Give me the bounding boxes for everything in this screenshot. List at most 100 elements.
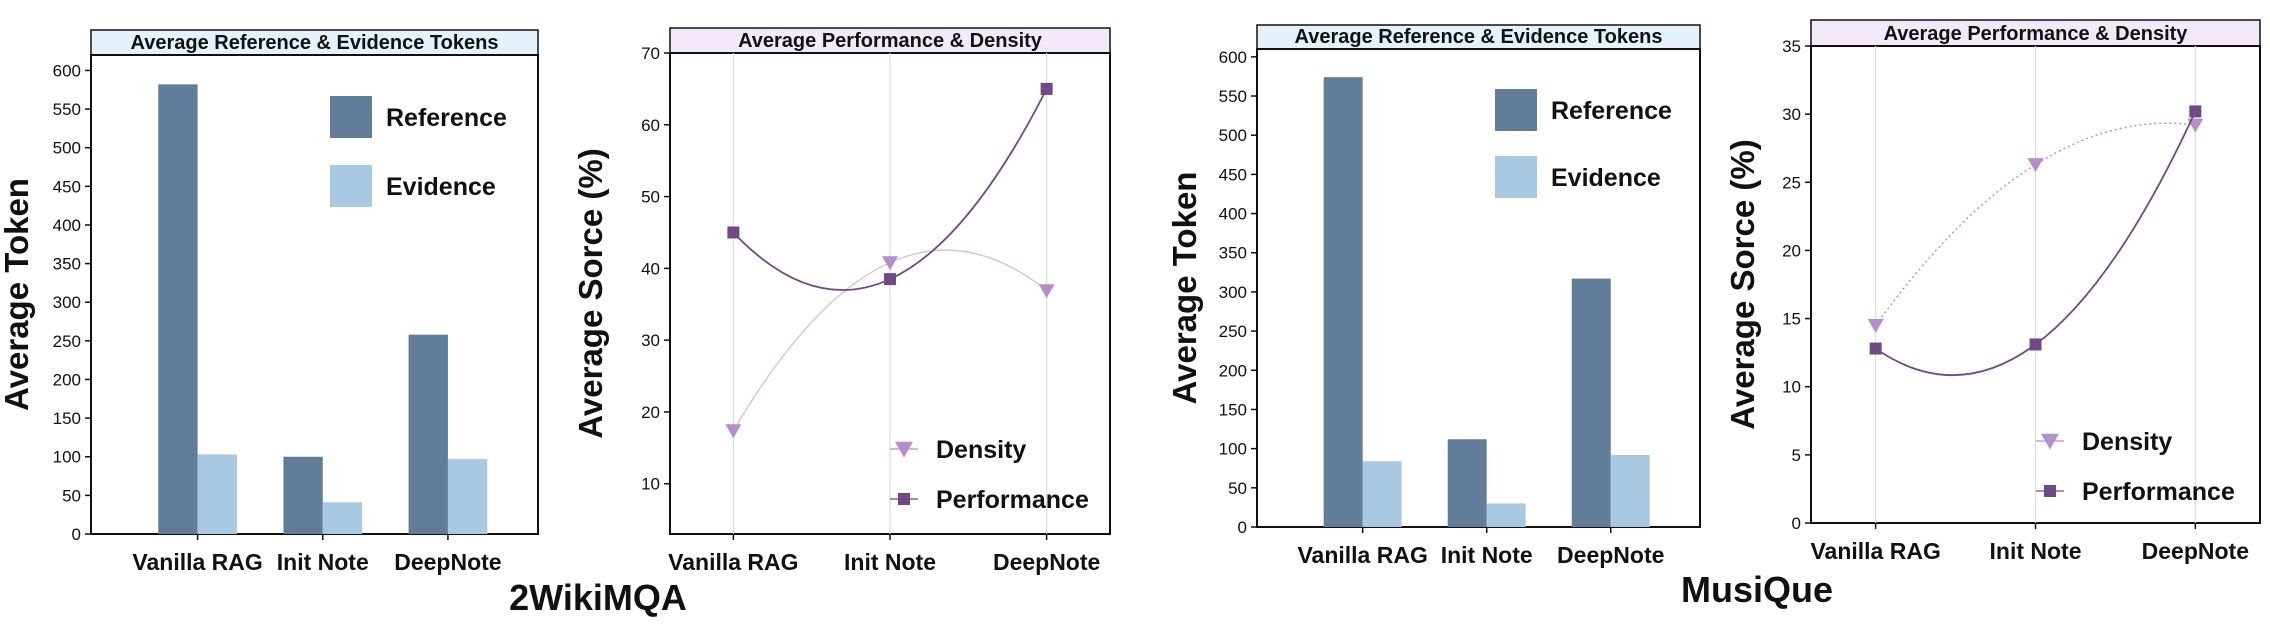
legend-label-density: Density (2082, 428, 2172, 456)
legend-label-evidence: Evidence (386, 173, 496, 201)
x-tick-label: Init Note (1441, 542, 1533, 568)
x-tick-label: Vanilla RAG (132, 549, 262, 575)
bar-reference-0 (1323, 77, 1363, 527)
bar-reference-2 (1571, 278, 1611, 527)
series-line-density (1875, 122, 2196, 326)
y-tick-label: 550 (53, 100, 81, 119)
y-axis-label: Average Sorce (%) (572, 148, 609, 438)
chart-title: Average Reference & Evidence Tokens (131, 32, 499, 54)
y-tick-label: 25 (1782, 173, 1801, 192)
panel-musique-performance: Average Performance & Density Average Sor… (1724, 19, 2261, 564)
point-density-2 (1038, 284, 1055, 299)
y-tick-label: 250 (53, 332, 81, 351)
y-tick-label: 10 (1782, 378, 1801, 397)
point-performance-1 (2029, 338, 2042, 351)
bar-evidence-0 (1362, 461, 1402, 527)
y-tick-label: 400 (1219, 205, 1247, 224)
bar-reference-0 (158, 84, 198, 534)
y-tick-label: 30 (1782, 105, 1801, 124)
point-performance-2 (2189, 105, 2202, 118)
y-tick-label: 150 (1219, 400, 1247, 419)
legend-swatch-reference (330, 96, 372, 138)
x-tick-label: Init Note (1990, 538, 2082, 564)
y-tick-label: 150 (53, 409, 81, 428)
x-tick-label: Init Note (277, 549, 369, 575)
chart-title: Average Reference & Evidence Tokens (1295, 26, 1663, 48)
y-tick-label: 600 (1219, 48, 1247, 67)
y-tick-label: 350 (1219, 244, 1247, 263)
y-axis-label: Average Token (0, 178, 35, 411)
legend-label-reference: Reference (386, 104, 507, 132)
y-tick-label: 600 (53, 61, 81, 80)
point-performance-2 (1040, 82, 1053, 95)
bar-reference-1 (1447, 439, 1487, 527)
point-density-0 (725, 424, 742, 439)
legend-label-reference: Reference (1551, 97, 1672, 125)
point-performance-0 (1869, 342, 1882, 355)
y-tick-label: 30 (641, 331, 660, 350)
legend-marker-performance (898, 493, 910, 505)
point-density-1 (882, 256, 898, 271)
x-tick-label: DeepNote (394, 549, 501, 575)
y-tick-label: 15 (1782, 310, 1801, 329)
y-tick-label: 550 (1219, 87, 1247, 106)
y-tick-label: 300 (1219, 283, 1247, 302)
y-tick-label: 5 (1792, 446, 1801, 465)
y-tick-label: 450 (53, 177, 81, 196)
y-tick-label: 50 (1228, 479, 1247, 498)
chart-title-box (90, 29, 539, 56)
x-tick-label: Vanilla RAG (668, 549, 798, 575)
point-performance-1 (884, 273, 896, 286)
panel-musique-tokens: Average Reference & Evidence Tokens Avera… (1166, 24, 1701, 568)
chart-title: Average Performance & Density (1884, 23, 2189, 45)
y-tick-label: 350 (53, 255, 81, 274)
y-tick-label: 500 (1219, 126, 1247, 145)
x-tick-label: DeepNote (2142, 538, 2249, 564)
x-tick-label: Vanilla RAG (1810, 538, 1940, 564)
x-tick-label: Vanilla RAG (1297, 542, 1427, 568)
y-tick-label: 70 (641, 44, 660, 63)
y-tick-label: 50 (641, 188, 660, 207)
dataset-label-2wikimqa: 2WikiMQA (509, 577, 687, 618)
panel-2wikimqa-tokens: Average Reference & Evidence Tokens Avera… (0, 29, 539, 575)
point-density-1 (2027, 158, 2044, 173)
y-tick-label: 50 (62, 486, 81, 505)
bar-reference-1 (283, 456, 323, 534)
y-axis-label: Average Sorce (%) (1724, 139, 1761, 429)
legend-label-performance: Performance (2082, 478, 2235, 506)
x-tick-label: DeepNote (1557, 542, 1664, 568)
y-tick-label: 500 (53, 139, 81, 158)
y-tick-label: 0 (1238, 518, 1247, 537)
legend-label-evidence: Evidence (1551, 164, 1661, 192)
chart-title: Average Performance & Density (738, 30, 1043, 52)
y-tick-label: 100 (53, 448, 81, 467)
y-axis-label: Average Token (1166, 172, 1203, 405)
bar-reference-2 (408, 334, 448, 534)
y-tick-label: 300 (53, 293, 81, 312)
dataset-label-musique: MusiQue (1681, 569, 1833, 610)
y-tick-label: 20 (1782, 241, 1801, 260)
chart-title-box (669, 27, 1111, 54)
y-tick-label: 200 (1219, 361, 1247, 380)
y-tick-label: 60 (641, 116, 660, 135)
legend-label-density: Density (936, 436, 1026, 464)
bar-evidence-1 (322, 502, 363, 534)
legend-marker-density (895, 441, 913, 458)
legend-swatch-reference (1495, 89, 1537, 131)
panel-2wikimqa-performance: Average Performance & Density Average Sor… (572, 27, 1111, 575)
y-tick-label: 0 (1792, 514, 1801, 533)
x-tick-label: DeepNote (993, 549, 1100, 575)
point-density-0 (1867, 318, 1884, 333)
y-tick-label: 35 (1782, 37, 1801, 56)
legend-swatch-evidence (1495, 156, 1537, 198)
bar-evidence-2 (1610, 454, 1650, 527)
y-tick-label: 400 (53, 216, 81, 235)
x-tick-label: Init Note (844, 549, 936, 575)
y-tick-label: 40 (641, 259, 660, 278)
legend-label-performance: Performance (936, 486, 1089, 514)
point-performance-0 (727, 226, 740, 239)
legend-swatch-evidence (330, 165, 372, 207)
bar-evidence-0 (197, 454, 237, 534)
y-tick-label: 20 (641, 403, 660, 422)
